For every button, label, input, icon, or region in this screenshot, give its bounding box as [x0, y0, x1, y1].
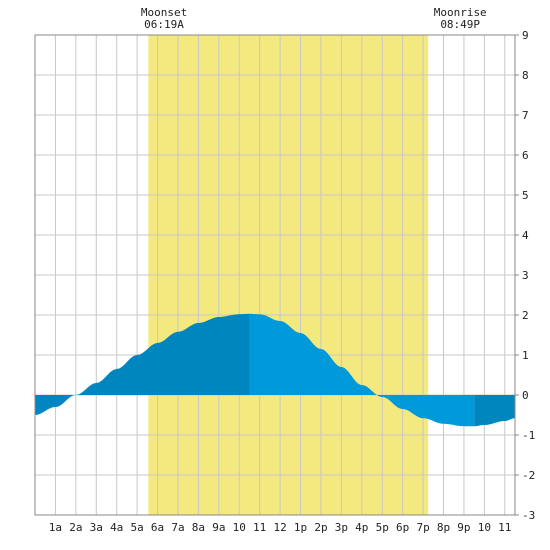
x-tick-label: 9a — [212, 521, 225, 534]
y-tick-label: -3 — [522, 509, 535, 522]
x-tick-label: 8a — [192, 521, 205, 534]
y-tick-label: 7 — [522, 109, 529, 122]
y-tick-label: 6 — [522, 149, 529, 162]
tide-area-segment — [249, 313, 389, 400]
moonset-time: 06:19A — [144, 18, 184, 31]
y-tick-label: 2 — [522, 309, 529, 322]
moonrise-time: 08:49P — [440, 18, 480, 31]
x-tick-label: 10 — [233, 521, 246, 534]
x-tick-label: 1p — [294, 521, 307, 534]
moonrise-label: Moonrise — [434, 6, 487, 19]
x-tick-label: 2a — [69, 521, 82, 534]
x-tick-label: 11 — [253, 521, 266, 534]
y-tick-label: 3 — [522, 269, 529, 282]
x-tick-label: 3p — [335, 521, 348, 534]
y-tick-label: -1 — [522, 429, 535, 442]
y-tick-label: 4 — [522, 229, 529, 242]
x-tick-label: 4a — [110, 521, 123, 534]
moonset-label: Moonset — [141, 6, 187, 19]
x-tick-label: 6a — [151, 521, 164, 534]
x-tick-label: 9p — [457, 521, 470, 534]
x-tick-label: 3a — [90, 521, 103, 534]
y-tick-label: 1 — [522, 349, 529, 362]
x-tick-label: 7a — [171, 521, 184, 534]
x-tick-label: 12 — [273, 521, 286, 534]
tide-area-segment — [474, 395, 515, 427]
x-tick-label: 4p — [355, 521, 368, 534]
x-tick-label: 5p — [376, 521, 389, 534]
x-tick-label: 5a — [131, 521, 144, 534]
y-tick-label: -2 — [522, 469, 535, 482]
x-tick-label: 8p — [437, 521, 450, 534]
y-tick-label: 9 — [522, 29, 529, 42]
y-tick-label: 5 — [522, 189, 529, 202]
x-tick-label: 2p — [314, 521, 327, 534]
x-tick-label: 10 — [478, 521, 491, 534]
tide-area-segment — [75, 313, 250, 395]
tide-area-segment — [35, 395, 76, 415]
x-tick-label: 6p — [396, 521, 409, 534]
y-tick-label: 0 — [522, 389, 529, 402]
y-tick-label: 8 — [522, 69, 529, 82]
x-tick-label: 7p — [416, 521, 429, 534]
x-tick-label: 1a — [49, 521, 62, 534]
tide-area-segment — [388, 395, 475, 427]
x-tick-label: 11 — [498, 521, 511, 534]
